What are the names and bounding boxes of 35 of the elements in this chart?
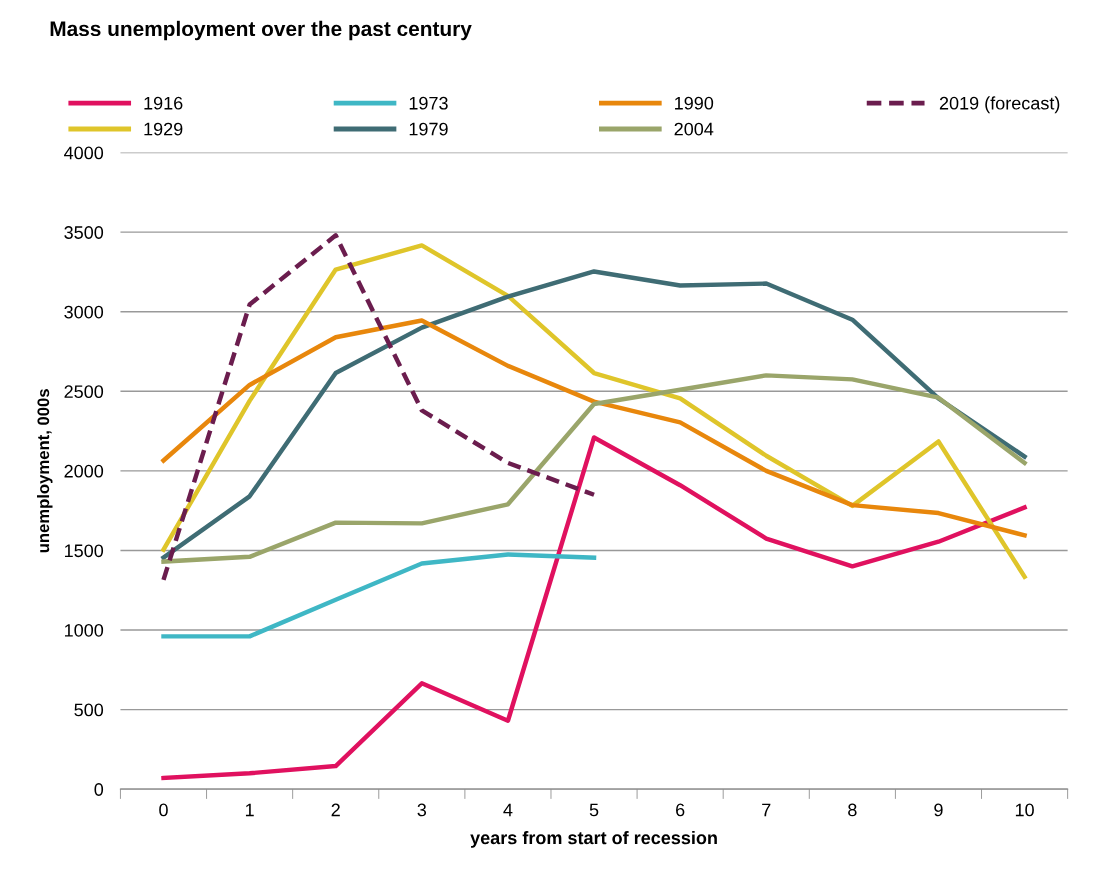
line-series	[161, 233, 597, 583]
y-tick-label: 0	[94, 783, 104, 796]
y-tick-label: 2000	[64, 464, 104, 478]
y-tick-label: 1500	[65, 544, 104, 558]
x-tick-label: 0	[159, 803, 168, 817]
line-series	[161, 318, 1027, 538]
legend-label: 1916	[144, 96, 183, 110]
line-series	[161, 552, 597, 639]
y-tick-label: 500	[74, 703, 104, 717]
legend-label: 1973	[409, 96, 448, 110]
x-tick-label: 2	[331, 803, 340, 817]
x-tick-label: 10	[1015, 803, 1034, 817]
y-axis-title: unemployment, 000s	[36, 389, 53, 553]
y-tick-label: 1000	[65, 623, 104, 637]
legend-label: 1929	[144, 122, 183, 136]
legend-label: 2004	[674, 122, 714, 136]
x-axis-title: years from start of recession	[470, 830, 717, 848]
legend-label: 1979	[409, 122, 448, 136]
x-tick-label: 7	[762, 803, 771, 817]
line-series	[161, 373, 1027, 564]
legend-label: 2019 (forecast)	[939, 96, 1060, 114]
chart-title: Mass unemployment over the past century	[50, 20, 472, 41]
y-tick-label: 3500	[64, 226, 104, 239]
x-tick-label: 5	[589, 803, 599, 817]
x-tick-label: 1	[245, 803, 254, 817]
y-tick-label: 3000	[64, 305, 104, 319]
x-tick-label: 8	[848, 803, 857, 817]
y-tick-label: 2500	[64, 385, 104, 399]
legend-label: 1990	[675, 96, 714, 110]
x-tick-label: 6	[676, 803, 685, 817]
x-tick-label: 4	[503, 803, 513, 817]
x-tick-label: 3	[417, 803, 427, 817]
x-tick-label: 9	[934, 803, 943, 817]
y-tick-label: 4000	[64, 146, 104, 160]
line-series	[161, 435, 1027, 781]
